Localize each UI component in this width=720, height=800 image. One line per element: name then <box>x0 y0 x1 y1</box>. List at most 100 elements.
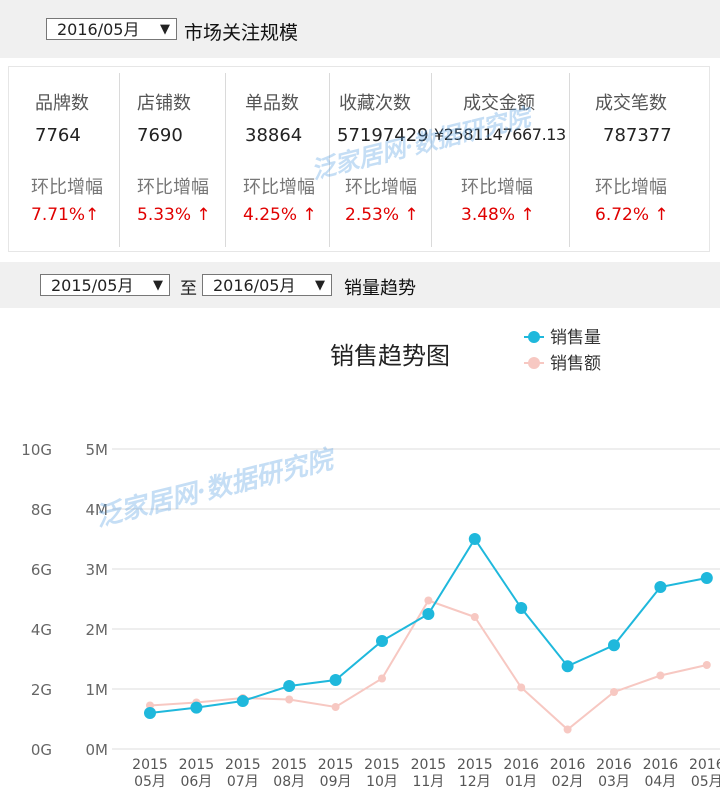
volume-point <box>283 680 296 692</box>
metric-change-label: 环比增幅 <box>461 177 533 198</box>
metrics-card: 品牌数 7764 环比增幅 7.71%↑ 店铺数 7690 环比增幅 5.33%… <box>8 66 710 252</box>
metric-gmv: 成交金额 ¥2581147667.13 环比增幅 3.48% ↑ <box>431 67 569 253</box>
volume-line <box>149 537 707 714</box>
x-tick-month: 01月 <box>505 774 537 790</box>
metric-change: 5.33% ↑ <box>137 205 211 225</box>
x-tick-month: 07月 <box>227 774 259 790</box>
metric-value: 787377 <box>603 125 672 146</box>
y-right-tick-label: 5M <box>86 441 109 459</box>
header-bar: 2016/05月 ▼ 市场关注规模 <box>0 0 720 58</box>
y-left-tick-label: 2G <box>31 681 52 699</box>
metric-change-label: 环比增幅 <box>137 177 209 198</box>
volume-point <box>654 581 667 593</box>
x-tick-year: 2016 <box>689 757 720 773</box>
volume-point <box>700 572 713 584</box>
y-left-tick-label: 6G <box>31 561 52 579</box>
x-tick-year: 2016 <box>643 757 679 773</box>
y-right-tick-label: 1M <box>86 681 109 699</box>
start-month-select[interactable]: 2015/05月 ▼ <box>40 274 170 296</box>
metric-brand-count: 品牌数 7764 环比增幅 7.71%↑ <box>9 67 119 253</box>
caret-down-icon: ▼ <box>153 278 163 293</box>
metric-change: 2.53% ↑ <box>345 205 419 225</box>
volume-point <box>561 660 574 673</box>
start-month-value: 2015/05月 <box>51 276 134 295</box>
x-tick-year: 2015 <box>318 757 354 773</box>
amount-point <box>424 596 433 605</box>
period-value: 2016/05月 <box>57 20 140 39</box>
metric-change: 3.48% ↑ <box>461 205 535 225</box>
amount-point <box>702 661 711 669</box>
y-left-tick-label: 0G <box>31 741 52 759</box>
end-month-select[interactable]: 2016/05月 ▼ <box>202 274 332 296</box>
x-tick-year: 2015 <box>364 757 400 773</box>
metric-change-label: 环比增幅 <box>243 177 315 198</box>
x-tick-month: 10月 <box>366 774 398 790</box>
metric-value: 7764 <box>35 125 81 146</box>
y-left-tick-label: 10G <box>21 441 52 459</box>
metric-shop-count: 店铺数 7690 环比增幅 5.33% ↑ <box>119 67 225 253</box>
x-tick-month: 11月 <box>412 774 444 790</box>
metric-value: 57197429 <box>337 125 429 146</box>
volume-point <box>515 602 528 614</box>
volume-point <box>329 674 342 686</box>
metric-change: 7.71%↑ <box>31 205 100 225</box>
amount-point <box>285 695 294 704</box>
volume-point <box>144 707 156 719</box>
metric-label: 品牌数 <box>35 93 89 114</box>
amount-point <box>656 671 665 680</box>
x-tick-year: 2016 <box>503 757 539 773</box>
metric-label: 成交笔数 <box>595 93 667 114</box>
grid <box>112 448 720 750</box>
x-tick-year: 2015 <box>411 757 447 773</box>
legend-label-volume: 销售量 <box>550 328 601 348</box>
metric-label: 店铺数 <box>137 93 191 114</box>
y-right-tick-label: 2M <box>86 621 109 639</box>
x-tick-month: 05月 <box>134 774 166 790</box>
volume-point <box>608 639 620 652</box>
amount-point <box>470 613 479 621</box>
x-tick-month: 05月 <box>691 774 720 790</box>
divider <box>225 73 226 247</box>
amount-point <box>378 674 386 683</box>
y-left-tick-label: 8G <box>31 501 52 519</box>
metric-label: 收藏次数 <box>339 93 411 114</box>
volume-point <box>236 695 249 707</box>
y-axis-labels: 0G 0M 2G 1M 4G 2M 6G 3M 8G 4M 10G 5M <box>21 441 108 759</box>
metric-label: 单品数 <box>245 93 299 114</box>
chart-title: 销售趋势图 <box>330 342 450 370</box>
volume-point <box>190 701 203 714</box>
amount-point <box>331 703 340 711</box>
period-select[interactable]: 2016/05月 ▼ <box>46 18 177 40</box>
x-tick-year: 2015 <box>179 757 215 773</box>
divider <box>569 73 570 247</box>
metric-item-count: 单品数 38864 环比增幅 4.25% ↑ <box>225 67 329 253</box>
x-axis-labels: 201505月201506月201507月201508月201509月20151… <box>132 757 720 790</box>
range-separator: 至 <box>180 279 197 299</box>
y-right-tick-label: 0M <box>86 741 109 759</box>
legend-marker-amount <box>528 357 540 369</box>
end-month-value: 2016/05月 <box>213 276 296 295</box>
metric-value: ¥2581147667.13 <box>434 125 566 144</box>
metric-change: 4.25% ↑ <box>243 205 317 225</box>
metric-orders: 成交笔数 787377 环比增幅 6.72% ↑ <box>569 67 709 253</box>
metric-value: 7690 <box>137 125 183 146</box>
trend-bar: 2015/05月 ▼ 至 2016/05月 ▼ 销量趋势 <box>0 262 720 308</box>
amount-point <box>610 688 618 696</box>
amount-point <box>563 725 572 734</box>
x-tick-month: 04月 <box>644 774 676 790</box>
x-tick-year: 2015 <box>271 757 307 773</box>
x-tick-month: 02月 <box>552 774 584 790</box>
metric-change: 6.72% ↑ <box>595 205 669 225</box>
metric-change-label: 环比增幅 <box>595 177 667 198</box>
trend-title: 销量趋势 <box>344 278 416 299</box>
legend-label-amount: 销售额 <box>550 354 601 374</box>
caret-down-icon: ▼ <box>315 278 325 293</box>
x-tick-year: 2015 <box>457 757 493 773</box>
metric-change-label: 环比增幅 <box>345 177 417 198</box>
y-right-tick-label: 4M <box>86 501 109 519</box>
amount-point <box>517 683 526 692</box>
volume-point <box>468 533 481 545</box>
metric-favorites: 收藏次数 57197429 环比增幅 2.53% ↑ <box>329 67 431 253</box>
caret-down-icon: ▼ <box>160 22 170 37</box>
